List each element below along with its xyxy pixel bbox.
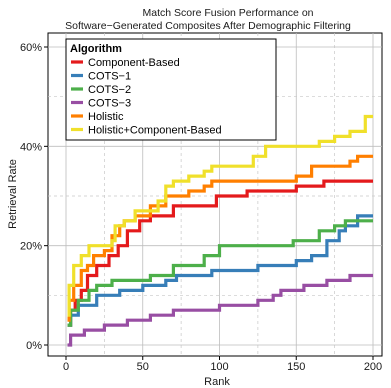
legend-label: Holistic+Component-Based [88,125,222,137]
series-line-component-based [67,179,373,327]
y-tick-label: 0% [26,340,42,352]
legend-box [65,38,277,141]
chart-subtitle: Software−Generated Composites After Demo… [65,20,351,32]
legend-label: COTS−3 [88,98,131,110]
axis-layer: 0 50 100 150 200 0% 20% 40% 60% [20,42,382,373]
legend-label: COTS−1 [88,71,131,83]
x-axis-title: Rank [204,376,230,388]
x-tick-label: 200 [364,361,382,373]
y-tick-label: 60% [20,42,42,54]
legend-title: Algorithm [70,43,122,55]
legend-label: Component-Based [88,57,180,69]
y-axis-title: Retrieval Rate [7,159,19,229]
series-line-cots-1 [67,214,373,327]
y-tick-label: 40% [20,141,42,153]
series-line-cots-2 [67,219,373,327]
series-line-cots-3 [67,273,373,347]
series-line-holistic-component-based [67,114,373,317]
legend-label: COTS−2 [88,84,131,96]
chart-title: Match Score Fusion Performance on [143,7,314,19]
y-tick-label: 20% [20,241,42,253]
x-tick-label: 0 [63,361,69,373]
legend-label: Holistic [88,111,124,123]
x-tick-label: 150 [287,361,305,373]
series-layer [67,114,373,347]
legend-items: Component-BasedCOTS−1COTS−2COTS−3Holisti… [71,57,222,137]
x-tick-label: 100 [210,361,228,373]
x-tick-label: 50 [137,361,149,373]
